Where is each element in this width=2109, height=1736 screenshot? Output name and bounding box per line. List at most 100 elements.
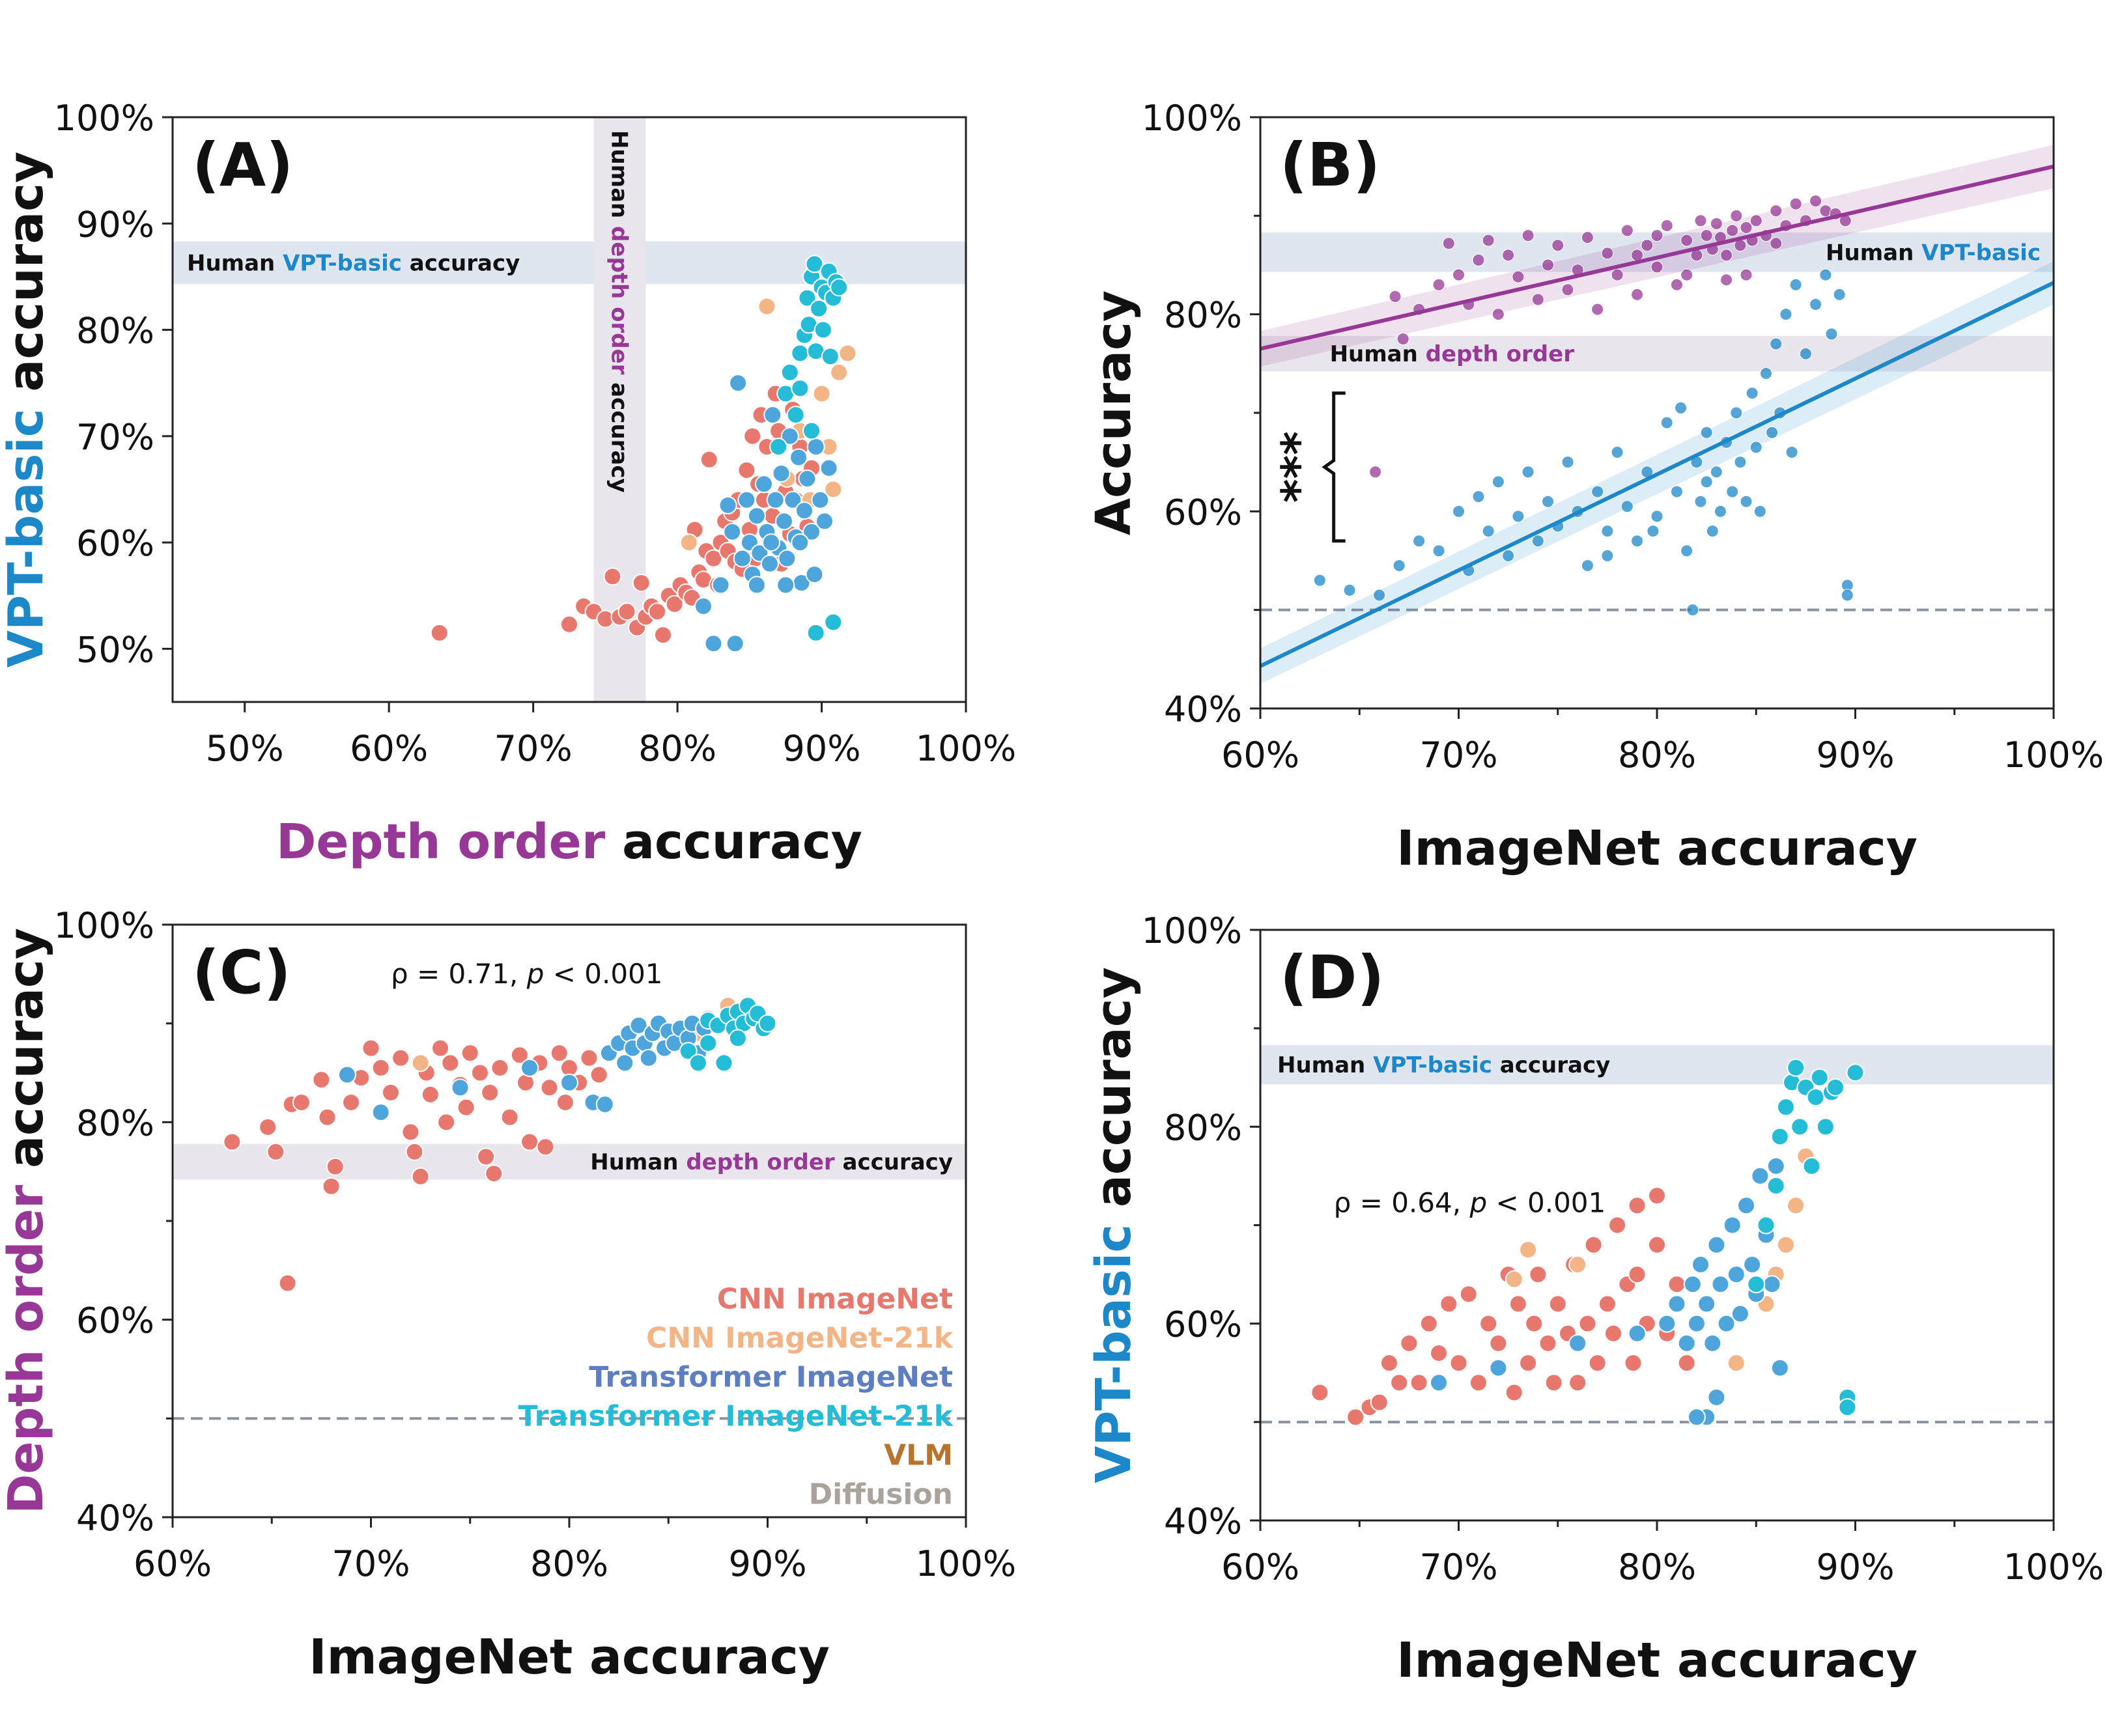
- panel-b-point-depth-order: [1720, 249, 1733, 262]
- panel-b-point-depth-order: [1389, 290, 1402, 303]
- panel-d-point-transformer-imagenet: [1770, 1358, 1789, 1377]
- panel-d-point-cnn-imagenet: [1628, 1196, 1647, 1215]
- panel-b-point-depth-order: [1809, 195, 1822, 208]
- panel-a-point-cnn-imagenet: [653, 626, 672, 645]
- panel-a-xlabel: Depth order accuracy: [276, 814, 862, 870]
- panel-d-point-transformer-imagenet: [1658, 1314, 1677, 1333]
- panel-c-ylabel-part-1: accuracy: [0, 928, 54, 1185]
- panel-a-human-depth-label-part-0: Human: [606, 130, 632, 226]
- panel-d-xtick-label: 80%: [1618, 1547, 1696, 1588]
- panel-b-point-vpt-basic: [1825, 328, 1838, 341]
- panel-b-point-vpt-basic: [1766, 426, 1779, 439]
- panel-d-human-vpt-label-part-1: VPT-basic: [1373, 1052, 1492, 1078]
- panel-c-point-transformer-imagenet: [595, 1095, 614, 1114]
- panel-a-human-depth-label-part-2: accuracy: [606, 374, 632, 492]
- panel-d-rho: ρ = 0.64, p < 0.001: [1334, 1186, 1606, 1218]
- panel-a-point-transformer-imagenet: [772, 464, 791, 483]
- panel-a-xtick-label: 60%: [350, 728, 428, 769]
- panel-d-ylabel: VPT-basic accuracy: [1086, 967, 1142, 1483]
- panel-c-rho: ρ = 0.71, p < 0.001: [391, 958, 663, 990]
- panel-b-point-depth-order: [1432, 278, 1445, 291]
- panel-a-human-vpt-label: Human VPT-basic accuracy: [187, 251, 520, 277]
- panel-a-point-transformer-imagenet: [806, 438, 825, 456]
- panel-d-point-transformer-imagenet: [1751, 1166, 1770, 1185]
- panel-b-point-depth-order: [1492, 308, 1505, 321]
- panel-b-point-depth-order: [1680, 234, 1693, 247]
- panel-b-xtick-label: 60%: [1221, 735, 1299, 776]
- panel-c-point-cnn-imagenet: [278, 1274, 297, 1293]
- panel-d-frame: [1259, 929, 2055, 1522]
- panel-d-human-vpt-label: Human VPT-basic accuracy: [1277, 1052, 1610, 1078]
- panel-b-point-depth-order: [1611, 268, 1624, 281]
- panel-b-point-depth-order: [1720, 273, 1733, 287]
- panel-b-point-depth-order: [1770, 204, 1783, 217]
- panel-b-fit-line-vpt-basic: [1259, 281, 2055, 668]
- panel-c-legend-cnn-imagenet-21k: CNN ImageNet-21k: [646, 1321, 954, 1354]
- panel-a-human-vpt-label-part-0: Human: [187, 251, 283, 277]
- panel-b-point-depth-order: [1452, 268, 1465, 281]
- panel-b-point-depth-order: [1700, 229, 1713, 242]
- panel-d-point-transformer-imagenet: [1697, 1295, 1716, 1313]
- panel-b-point-depth-order: [1542, 259, 1555, 272]
- panel-d-point-cnn-imagenet: [1538, 1334, 1557, 1352]
- panel-a-point-transformer-imagenet: [774, 512, 793, 531]
- panel-a-point-transformer-imagenet: [711, 576, 730, 595]
- panel-b-xtick-label: 100%: [2003, 735, 2104, 776]
- panel-d-point-cnn-imagenet-21k: [1787, 1196, 1805, 1215]
- panel-b-point-vpt-basic: [1581, 559, 1594, 572]
- panel-d-point-transformer-imagenet: [1766, 1156, 1785, 1175]
- panel-b-point-depth-order: [1551, 239, 1564, 252]
- panel-c-ytick-label: 40%: [76, 1498, 154, 1539]
- panel-d-point-cnn-imagenet: [1598, 1295, 1617, 1313]
- panel-a-point-transformer-imagenet: [729, 374, 748, 393]
- panel-a-point-transformer-imagenet: [778, 549, 797, 568]
- panel-b-point-depth-order: [1789, 197, 1802, 210]
- panel-c-point-cnn-imagenet: [431, 1039, 450, 1057]
- panel-b-point-depth-order: [1641, 239, 1654, 252]
- panel-c-point-cnn-imagenet: [266, 1142, 285, 1161]
- panel-a-point-transformer-imagenet: [815, 512, 834, 531]
- panel-c-point-cnn-imagenet: [223, 1132, 242, 1151]
- panel-c-point-cnn-imagenet: [312, 1071, 331, 1089]
- panel-d-point-transformer-imagenet-21k: [1766, 1177, 1785, 1196]
- panel-a-point-transformer-imagenet: [802, 522, 821, 541]
- panel-d-point-cnn-imagenet: [1370, 1393, 1389, 1412]
- panel-c-point-cnn-imagenet: [457, 1098, 475, 1117]
- panel-b-point-depth-order: [1591, 303, 1604, 316]
- panel-b-ytick-label: 80%: [1164, 295, 1242, 336]
- panel-c-xtick-label: 70%: [332, 1543, 410, 1584]
- panel-c-rho-part-0: ρ = 0.71,: [391, 958, 527, 990]
- panel-d-point-transformer-imagenet-21k: [1806, 1087, 1825, 1106]
- panel-d-point-cnn-imagenet-21k: [1505, 1270, 1523, 1289]
- panel-b-point-vpt-basic: [1779, 308, 1792, 321]
- panel-a-point-transformer-imagenet: [805, 565, 824, 584]
- panel-d-point-cnn-imagenet: [1608, 1216, 1627, 1235]
- panel-a-point-transformer-imagenet-21k: [821, 347, 840, 366]
- panel-b-point-depth-order: [1660, 219, 1673, 232]
- panel-d-human-vpt-band: [1260, 1044, 2054, 1085]
- panel-d-point-cnn-imagenet: [1588, 1354, 1607, 1373]
- panel-d-point-transformer-imagenet: [1743, 1255, 1762, 1274]
- panel-b-point-vpt-basic: [1819, 268, 1832, 281]
- panel-d-point-transformer-imagenet-21k: [1770, 1127, 1789, 1146]
- panel-b-human-vpt-label-part-1: VPT-basic: [1921, 240, 2041, 266]
- panel-c-xtick-label: 60%: [134, 1543, 212, 1584]
- panel-a-point-transformer-imagenet-21k: [802, 421, 821, 440]
- panel-d-point-transformer-imagenet: [1683, 1275, 1702, 1294]
- panel-c-legend-vlm: VLM: [884, 1438, 953, 1472]
- panel-d-point-transformer-imagenet-21k: [1791, 1117, 1809, 1136]
- panel-b-xtick-label: 80%: [1618, 735, 1696, 776]
- panel-c-point-cnn-imagenet: [421, 1085, 440, 1104]
- panel-c-point-transformer-imagenet: [639, 1048, 658, 1067]
- panel-b-point-vpt-basic: [1492, 475, 1505, 488]
- panel-d-point-cnn-imagenet: [1624, 1354, 1643, 1373]
- panel-b-point-depth-order: [1650, 260, 1663, 273]
- panel-d-point-cnn-imagenet-21k: [1519, 1240, 1538, 1259]
- panel-a-point-cnn-imagenet-21k: [757, 297, 776, 316]
- panel-d-point-transformer-imagenet: [1687, 1314, 1706, 1333]
- panel-a-point-cnn-imagenet: [632, 574, 651, 593]
- panel-c-point-cnn-imagenet: [401, 1123, 420, 1141]
- panel-b-label: (B): [1280, 130, 1380, 200]
- panel-c-point-cnn-imagenet: [411, 1167, 430, 1186]
